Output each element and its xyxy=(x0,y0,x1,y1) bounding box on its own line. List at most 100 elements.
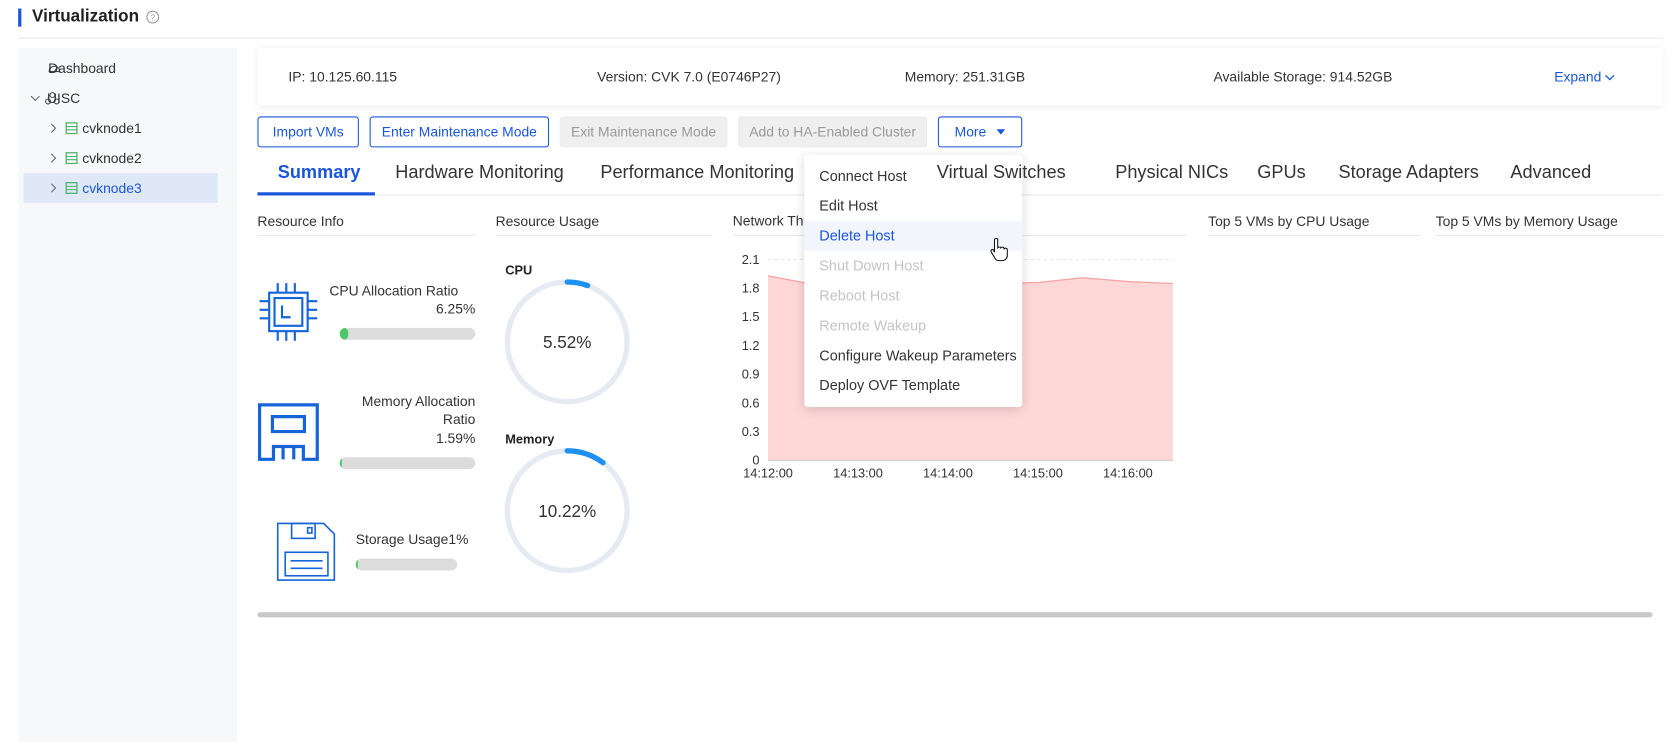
page-title: Virtualization xyxy=(32,7,140,26)
y-tick-label: 2.1 xyxy=(742,252,760,267)
x-tick-label: 14:12:00 xyxy=(743,465,793,480)
x-tick-label: 14:16:00 xyxy=(1103,465,1153,480)
x-tick-label: 14:14:00 xyxy=(923,465,973,480)
y-tick-label: 1.5 xyxy=(742,309,760,324)
progress-track xyxy=(339,457,476,469)
sidebar: Dashboard UISC cvknode1 cvknode2 cvknode3 xyxy=(18,48,238,742)
menu-item[interactable]: Deploy OVF Template xyxy=(819,377,961,394)
toolbar-button: Add to HA-Enabled Cluster xyxy=(738,116,928,148)
cursor xyxy=(990,237,1008,262)
node-icon xyxy=(50,182,78,194)
tab-underline xyxy=(257,192,375,196)
section-title: Resource Usage xyxy=(495,213,600,230)
menu-item: Shut Down Host xyxy=(819,257,924,274)
y-tick-label: 0 xyxy=(752,453,759,468)
progress-track xyxy=(355,558,458,571)
y-tick-label: 0.9 xyxy=(742,367,760,382)
svg-text:?: ? xyxy=(150,12,155,22)
toolbar-button[interactable]: Enter Maintenance Mode xyxy=(369,116,550,148)
y-tick-label: 1.8 xyxy=(742,281,760,296)
info-label: CPU Allocation Ratio xyxy=(329,282,459,299)
node-icon xyxy=(50,122,78,135)
expand-link[interactable]: Expand xyxy=(1554,70,1615,84)
divider xyxy=(18,37,1664,39)
tab[interactable]: Performance Monitoring xyxy=(600,161,795,183)
storage-icon xyxy=(276,522,336,581)
expand-label[interactable]: Expand xyxy=(1554,68,1602,85)
button-label: Add to HA-Enabled Cluster xyxy=(749,123,917,140)
tab[interactable]: Summary xyxy=(277,161,361,183)
menu-hover xyxy=(804,221,1023,252)
menu-item: Reboot Host xyxy=(819,287,900,304)
sidebar-item[interactable]: cvknode2 xyxy=(82,150,142,167)
sidebar-item[interactable]: UISC xyxy=(47,90,81,107)
info-label: Storage Usage1% xyxy=(356,532,469,546)
info-name: Storage Usage xyxy=(355,531,449,548)
tab[interactable]: Advanced xyxy=(1510,161,1592,183)
button-label: Exit Maintenance Mode xyxy=(571,123,717,140)
section-rule xyxy=(495,235,713,237)
sidebar-item[interactable]: cvknode1 xyxy=(82,120,142,137)
section-title: Resource Info xyxy=(257,213,344,230)
title-accent xyxy=(18,8,22,27)
progress-fill xyxy=(339,457,342,469)
y-tick-label: 0.3 xyxy=(742,424,760,439)
cluster-icon xyxy=(30,92,60,105)
section-rule xyxy=(1435,235,1664,237)
help-icon[interactable]: ? xyxy=(145,10,160,25)
caret xyxy=(996,129,1006,135)
menu-item[interactable]: Edit Host xyxy=(819,197,878,214)
section-title: Top 5 VMs by Memory Usage xyxy=(1435,213,1618,230)
progress-fill xyxy=(339,327,349,340)
x-tick-label: 14:13:00 xyxy=(833,465,883,480)
host-info-card: IP: 10.125.60.115 Version: CVK 7.0 (E074… xyxy=(257,48,1664,106)
section-title: Top 5 VMs by CPU Usage xyxy=(1208,213,1370,230)
section-rule xyxy=(1208,235,1421,237)
tab[interactable]: Virtual Switches xyxy=(936,161,1066,183)
gauge-arc xyxy=(504,279,630,405)
tab[interactable]: GPUs xyxy=(1257,161,1306,183)
host-memory: Memory: 251.31GB xyxy=(904,68,1026,85)
toolbar-button[interactable]: More xyxy=(937,116,1023,148)
y-tick-label: 0.6 xyxy=(742,395,760,410)
dropdown-menu: Connect Host Edit Host Delete Host Shut Dow… xyxy=(804,154,1023,407)
dashboard-icon xyxy=(48,65,61,73)
info-label: Memory Allocation Ratio xyxy=(361,393,476,428)
gauges: CPU 5.52% Memory 10.22% xyxy=(504,263,630,574)
section-rule xyxy=(257,235,476,237)
host-version: Version: CVK 7.0 (E0746P27) xyxy=(597,68,781,85)
info-value: 1.59% xyxy=(435,429,476,446)
button-label[interactable]: Enter Maintenance Mode xyxy=(381,123,537,140)
x-tick-label: 14:15:00 xyxy=(1013,465,1063,480)
menu-item[interactable]: Delete Host xyxy=(819,227,895,244)
toolbar-button[interactable]: Import VMs xyxy=(257,116,359,148)
button-label[interactable]: More xyxy=(954,123,987,140)
menu-item[interactable]: Configure Wakeup Parameters xyxy=(819,347,1017,364)
menu-item: Remote Wakeup xyxy=(819,317,927,334)
gauge-arc xyxy=(504,448,630,574)
cpu-icon xyxy=(259,283,318,341)
button-label[interactable]: Import VMs xyxy=(272,123,344,140)
tab[interactable]: Storage Adapters xyxy=(1338,161,1479,183)
gauge-value: 10.22% xyxy=(538,502,596,521)
sidebar-item[interactable]: cvknode3 xyxy=(82,179,142,197)
toolbar-button: Exit Maintenance Mode xyxy=(559,116,728,148)
info-value: 6.25% xyxy=(435,300,476,317)
scrollbar[interactable] xyxy=(257,612,1653,618)
menu-item[interactable]: Connect Host xyxy=(819,167,907,184)
host-ip: IP: 10.125.60.115 xyxy=(288,68,398,85)
sidebar-item[interactable]: Dashboard xyxy=(48,60,117,77)
memory-icon xyxy=(257,403,319,461)
node-icon xyxy=(50,152,78,165)
progress-track xyxy=(339,327,476,340)
y-tick-label: 1.2 xyxy=(742,338,760,353)
host-storage: Available Storage: 914.52GB xyxy=(1213,68,1393,85)
tab[interactable]: Hardware Monitoring xyxy=(395,161,564,183)
info-value: 1% xyxy=(448,531,469,548)
gauge-value: 5.52% xyxy=(543,333,591,352)
expand-caret xyxy=(1605,74,1615,81)
tab[interactable]: Physical NICs xyxy=(1115,161,1229,183)
gauge-title: Memory xyxy=(505,431,555,446)
